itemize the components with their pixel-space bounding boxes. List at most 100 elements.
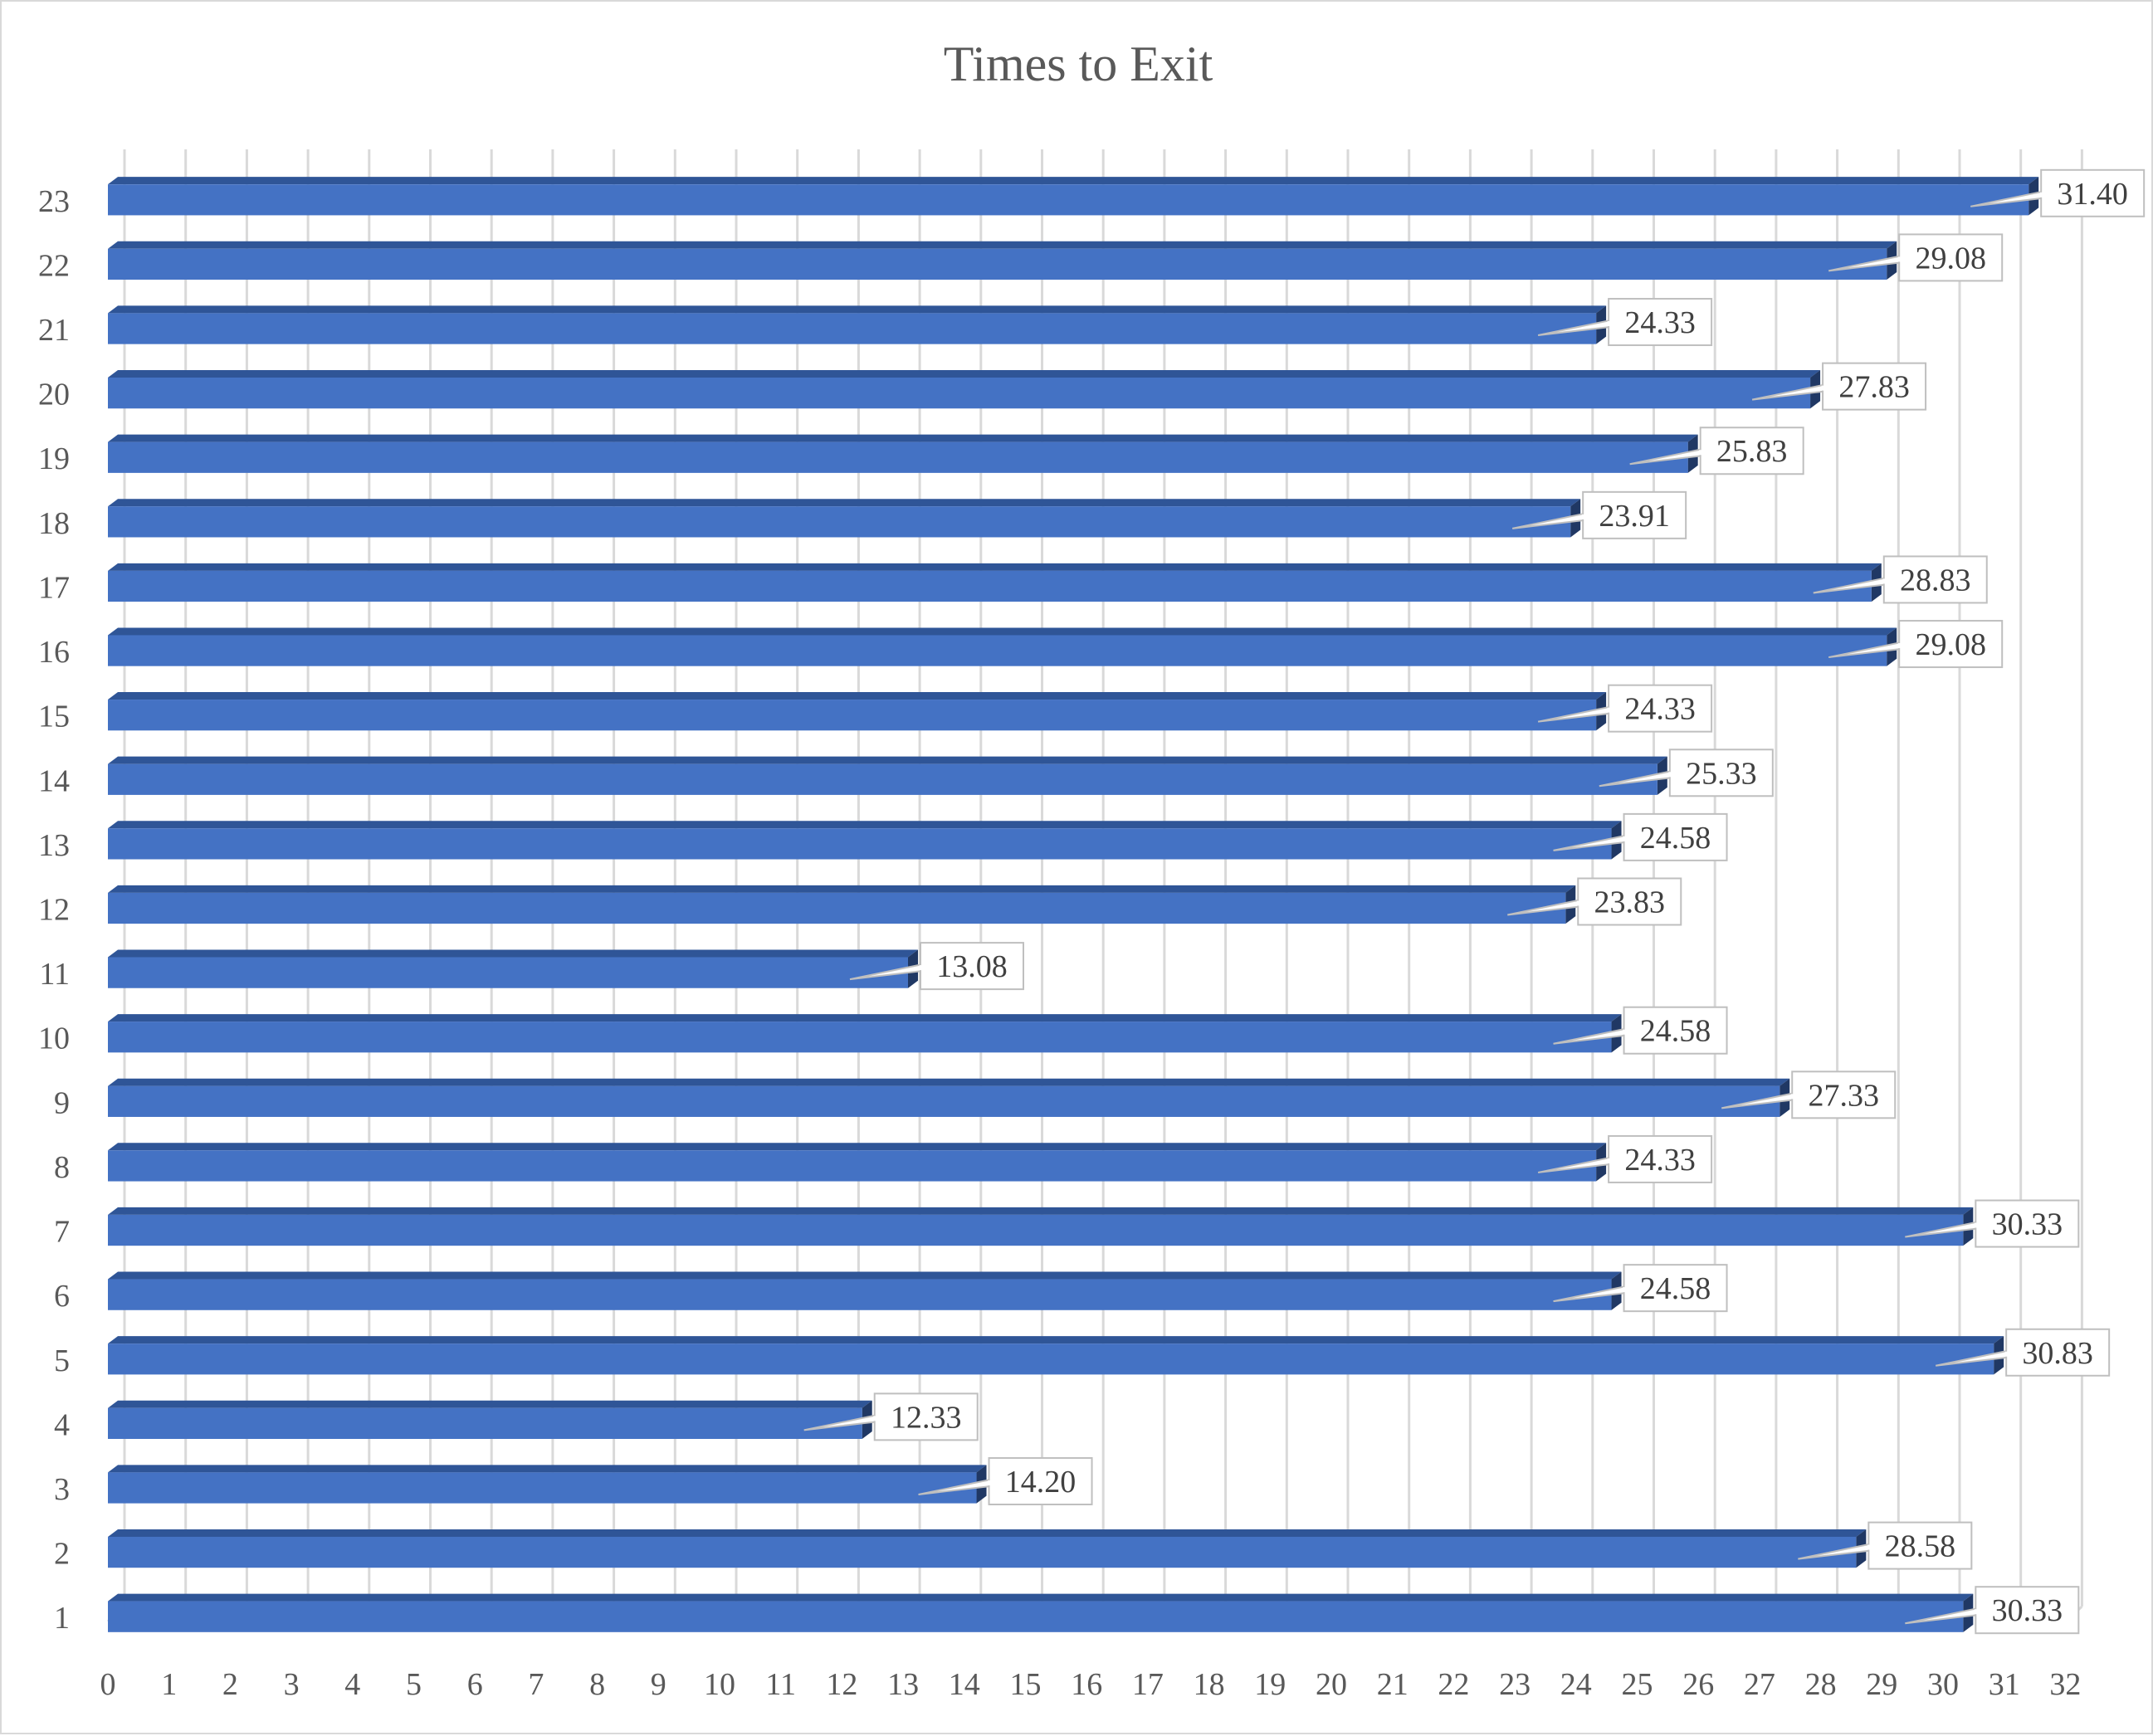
- data-label-box: [988, 1456, 1093, 1505]
- bar-top-face: [108, 563, 1882, 571]
- y-tick-label: 2: [54, 1537, 70, 1572]
- x-tick-label: 17: [1132, 1667, 1164, 1702]
- data-label-box: [873, 1392, 979, 1441]
- bar: [108, 1279, 1612, 1310]
- data-label-box: [1867, 1521, 1973, 1570]
- bar: [108, 828, 1612, 860]
- bar: [108, 635, 1887, 666]
- x-tick-label: 18: [1194, 1667, 1225, 1702]
- x-tick-label: 5: [406, 1667, 422, 1702]
- x-tick-label: 12: [826, 1667, 857, 1702]
- data-label-box: [1668, 749, 1774, 797]
- x-tick-label: 0: [100, 1667, 116, 1702]
- data-label: 24.33: [1624, 305, 1696, 340]
- bar-top-face: [108, 1014, 1622, 1022]
- data-label: 29.08: [1915, 627, 1986, 662]
- bar: [108, 248, 1887, 280]
- bar: [108, 1085, 1780, 1117]
- data-label-box: [2005, 1328, 2111, 1377]
- x-tick-label: 27: [1744, 1667, 1775, 1702]
- bar-top-face: [108, 627, 1897, 636]
- bar-top-face: [108, 1336, 2004, 1344]
- x-tick-label: 31: [1989, 1667, 2020, 1702]
- y-tick-label: 8: [54, 1150, 70, 1185]
- x-tick-label: 11: [765, 1667, 796, 1702]
- data-label: 24.58: [1640, 1014, 1711, 1049]
- bar: [108, 700, 1597, 731]
- data-label-box: [1608, 684, 1713, 733]
- y-tick-label: 1: [54, 1601, 70, 1636]
- y-tick-label: 20: [38, 378, 70, 412]
- x-tick-label: 9: [651, 1667, 666, 1702]
- data-label: 30.83: [2022, 1336, 2093, 1371]
- bar: [108, 184, 2029, 216]
- bar-top-face: [108, 1400, 872, 1408]
- bar: [108, 1407, 862, 1439]
- bar: [108, 441, 1688, 473]
- data-label: 29.08: [1915, 241, 1986, 276]
- data-label: 14.20: [1005, 1465, 1076, 1499]
- y-tick-label: 6: [54, 1279, 70, 1314]
- bar: [108, 1022, 1612, 1053]
- x-tick-label: 32: [2049, 1667, 2081, 1702]
- bar-top-face: [108, 241, 1897, 249]
- x-tick-label: 14: [949, 1667, 980, 1702]
- bar-top-face: [108, 821, 1622, 829]
- data-label-box: [1882, 555, 1988, 604]
- bar-top-face: [108, 1143, 1607, 1151]
- x-tick-label: 19: [1254, 1667, 1286, 1702]
- x-tick-label: 23: [1499, 1667, 1531, 1702]
- x-tick-label: 29: [1866, 1667, 1897, 1702]
- bar: [108, 1214, 1964, 1246]
- data-label-box: [1608, 1134, 1713, 1183]
- bar-top-face: [108, 949, 918, 958]
- data-label: 24.33: [1624, 692, 1696, 727]
- data-label-box: [1623, 1264, 1728, 1313]
- y-tick-label: 5: [54, 1343, 70, 1378]
- x-tick-label: 7: [528, 1667, 544, 1702]
- y-tick-label: 12: [38, 893, 70, 928]
- bar-top-face: [108, 1593, 1974, 1602]
- y-tick-label: 14: [38, 763, 70, 798]
- bar: [108, 570, 1872, 602]
- data-label-box: [1608, 298, 1713, 347]
- y-tick-label: 7: [54, 1215, 70, 1250]
- y-tick-label: 22: [38, 248, 70, 283]
- y-tick-label: 11: [39, 957, 70, 992]
- data-label: 31.40: [2057, 177, 2128, 212]
- bar: [108, 1536, 1857, 1568]
- y-tick-label: 9: [54, 1085, 70, 1120]
- x-tick-label: 6: [467, 1667, 483, 1702]
- y-tick-label: 10: [38, 1022, 70, 1056]
- chart-title: Times to Exit: [944, 37, 1213, 91]
- data-label: 23.91: [1599, 499, 1670, 534]
- bar-top-face: [108, 756, 1667, 764]
- x-tick-label: 21: [1377, 1667, 1408, 1702]
- x-tick-label: 1: [161, 1667, 177, 1702]
- y-tick-label: 21: [38, 313, 70, 348]
- x-axis-tick-labels: 0 1 2 3 4 5 6 7 8 9 10 11 12 13 14 15 16 17 18 19 20 21 22 23 24…: [100, 1667, 2082, 1702]
- x-tick-label: 10: [704, 1667, 735, 1702]
- bar: [108, 378, 1811, 409]
- x-tick-label: 8: [589, 1667, 605, 1702]
- x-tick-label: 2: [222, 1667, 238, 1702]
- bar-top-face: [108, 1207, 1974, 1215]
- data-label: 24.33: [1624, 1143, 1696, 1178]
- data-label: 27.83: [1838, 370, 1910, 405]
- y-tick-label: 3: [54, 1472, 70, 1507]
- y-tick-label: 18: [38, 506, 70, 541]
- x-tick-label: 16: [1071, 1667, 1102, 1702]
- bar-top-face: [108, 305, 1607, 314]
- data-label-box: [1898, 620, 2004, 669]
- data-label-box: [1577, 877, 1682, 926]
- bar-top-face: [108, 1529, 1867, 1537]
- x-tick-label: 30: [1927, 1667, 1959, 1702]
- data-label-box: [1623, 812, 1728, 861]
- bar: [108, 892, 1566, 924]
- x-tick-label: 15: [1010, 1667, 1042, 1702]
- bars: [108, 177, 2039, 1632]
- bar-top-face: [108, 1465, 987, 1473]
